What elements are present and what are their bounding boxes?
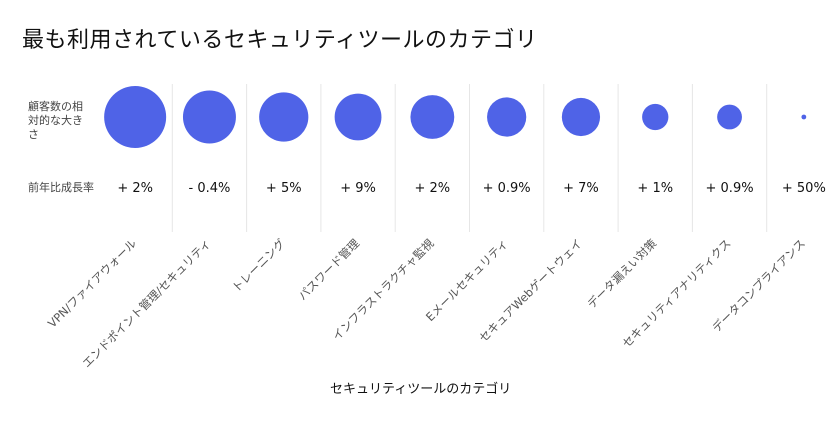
- bubble-5: [410, 95, 455, 139]
- bubble-10: [801, 114, 807, 120]
- growth-label-2: - 0.4%: [189, 181, 231, 196]
- growth-label-6: + 0.9%: [483, 181, 531, 196]
- relative-size-row-label: 顧客数の相対的な大きさ: [28, 100, 83, 141]
- x-axis-title: セキュリティツールのカテゴリ: [330, 382, 512, 397]
- bubble-4: [334, 93, 382, 141]
- bubble-8: [642, 103, 669, 131]
- bubble-2: [182, 90, 236, 144]
- category-label-4: パスワード管理: [295, 236, 362, 303]
- bubble-6: [487, 97, 527, 137]
- category-label-2: エンドポイント管理/セキュリティ: [79, 236, 213, 370]
- bubble-3: [259, 92, 309, 142]
- category-label-3: トレーニング: [229, 236, 288, 295]
- bubble-7: [561, 97, 601, 137]
- category-label-6: Eメールセキュリティ: [423, 236, 511, 324]
- category-label-8: データ漏えい対策: [584, 236, 659, 311]
- growth-label-10: + 50%: [782, 181, 826, 196]
- growth-label-8: + 1%: [637, 181, 673, 196]
- bubble-1: [104, 86, 167, 148]
- growth-label-4: + 9%: [340, 181, 376, 196]
- growth-row-label: 前年比成長率: [28, 181, 94, 194]
- growth-label-1: + 2%: [117, 181, 153, 196]
- bubble-9: [717, 104, 742, 130]
- growth-label-9: + 0.9%: [706, 181, 754, 196]
- growth-label-3: + 5%: [266, 181, 302, 196]
- chart-title: 最も利用されているセキュリティツールのカテゴリ: [22, 28, 538, 53]
- growth-label-5: + 2%: [415, 181, 451, 196]
- growth-label-7: + 7%: [563, 181, 599, 196]
